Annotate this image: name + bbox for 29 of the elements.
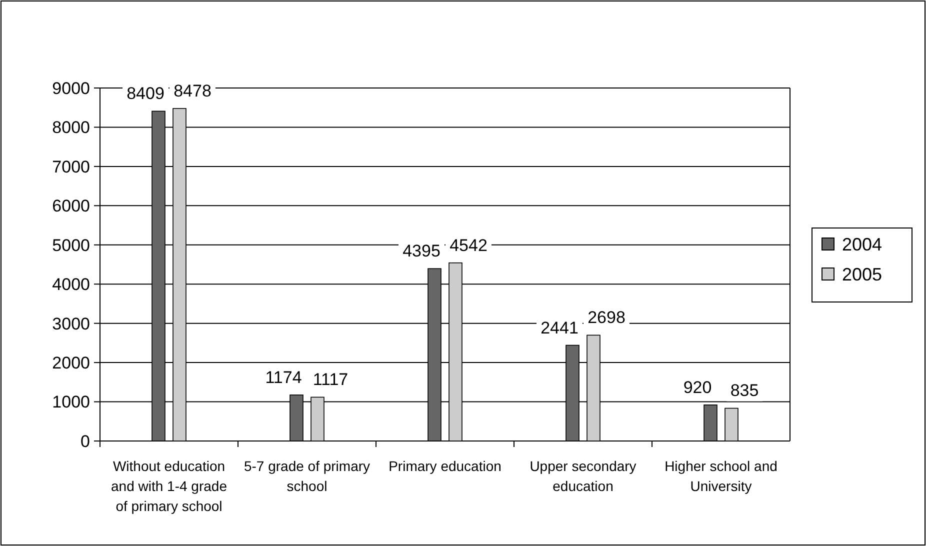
x-tick-label: Higher school and University — [664, 458, 778, 494]
y-tick-label: 9000 — [52, 78, 90, 98]
x-tick-label: Upper secondary education — [530, 458, 636, 494]
y-tick-label: 7000 — [52, 157, 90, 176]
y-tick-label: 4000 — [52, 275, 90, 294]
legend-label: 2004 — [842, 234, 882, 254]
data-label: 920 — [683, 378, 712, 397]
y-tick-label: 0 — [80, 432, 90, 451]
legend-label: 2005 — [842, 264, 882, 284]
y-tick-label: 2000 — [52, 354, 90, 373]
x-tick-label: Without education and with 1-4 grade of primary school — [111, 458, 228, 514]
y-tick-label: 5000 — [52, 236, 90, 255]
y-tick-label: 3000 — [52, 314, 90, 334]
data-label: 2698 — [588, 308, 626, 328]
y-tick-label: 8000 — [52, 118, 90, 138]
data-label: 4542 — [450, 236, 488, 255]
y-tick-label: 1000 — [52, 392, 90, 412]
y-tick-label: 6000 — [52, 196, 90, 216]
data-label: 2441 — [540, 318, 578, 338]
data-label: 4395 — [402, 242, 440, 261]
data-label: 8409 — [126, 84, 164, 104]
x-tick-label: 5-7 grade of primary school — [244, 458, 370, 494]
x-tick-label: Primary education — [388, 458, 502, 474]
data-label: 1174 — [265, 368, 302, 387]
data-label: 835 — [730, 381, 759, 400]
data-label: 1117 — [312, 370, 348, 390]
data-label: 8478 — [174, 81, 212, 100]
bar — [704, 404, 718, 442]
bar — [724, 408, 738, 442]
